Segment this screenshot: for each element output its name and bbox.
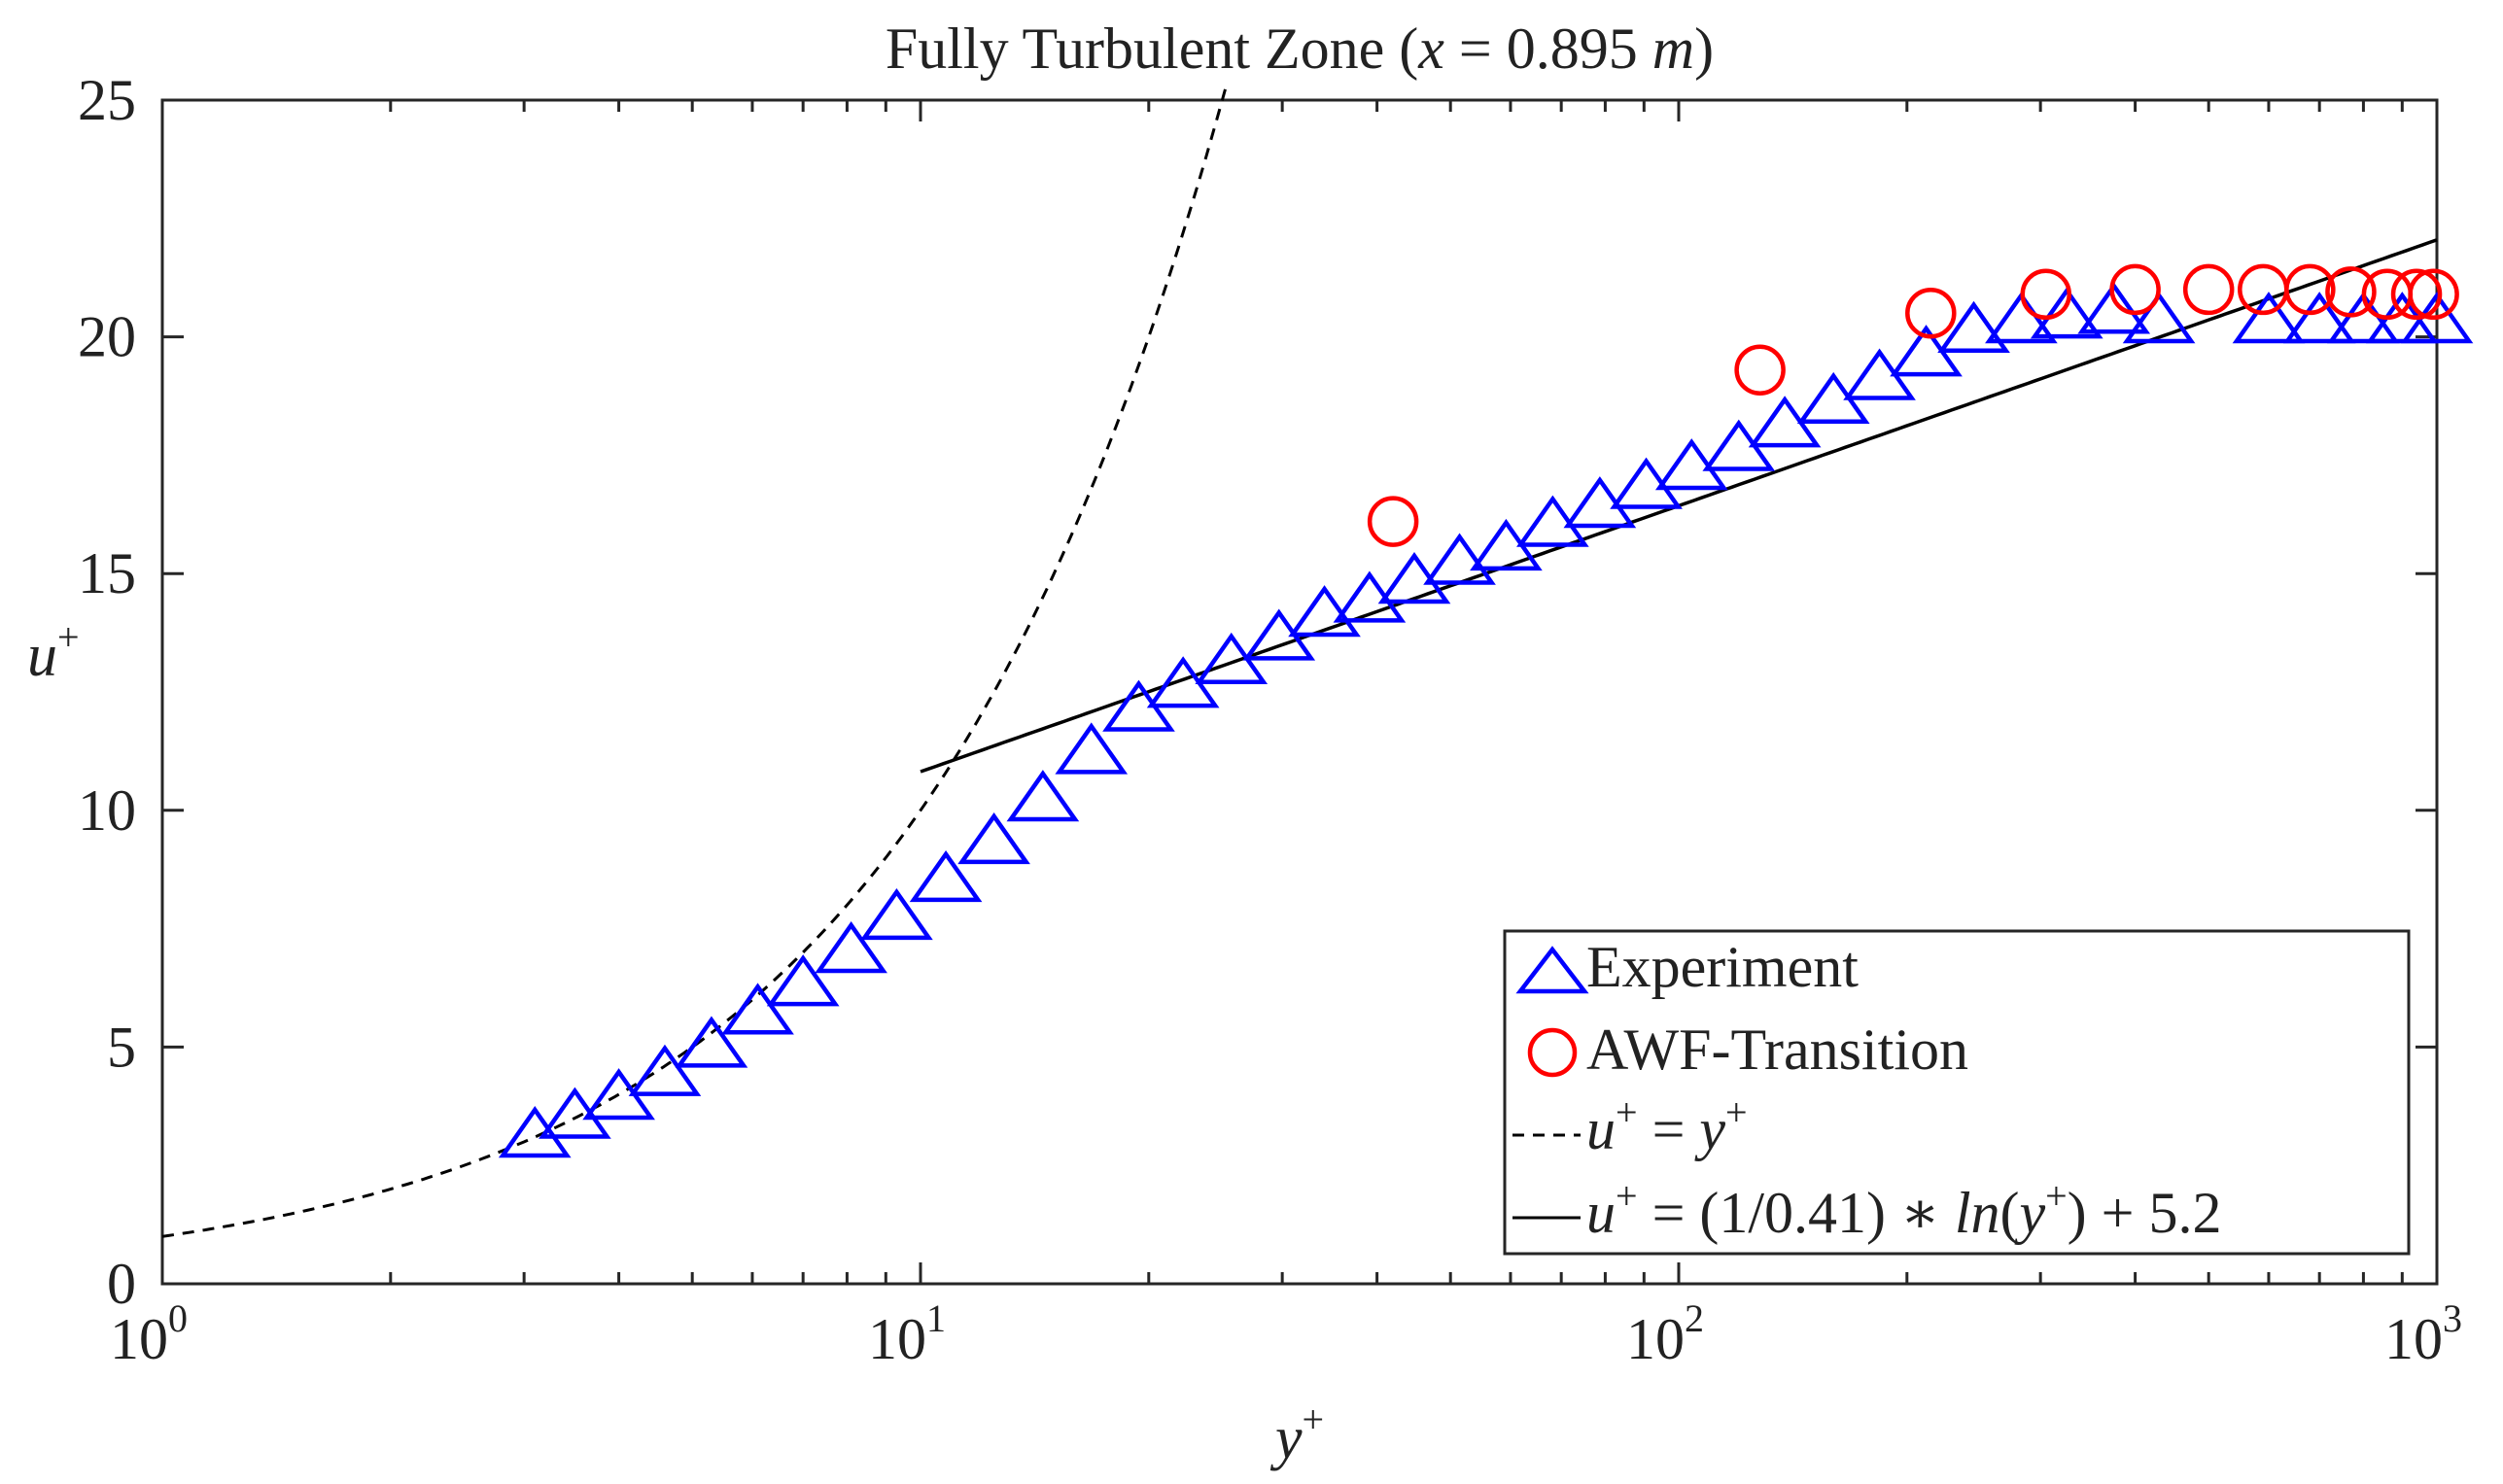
legend-experiment-label: Experiment [1586, 935, 1859, 999]
experiment-marker [957, 811, 1030, 865]
legend-loglaw-label: u+ = (1/0.41) ∗ ln(y+) + 5.2 [1586, 1174, 2222, 1245]
experiment-marker [860, 887, 933, 941]
experiment-marker [1937, 300, 2010, 353]
experiment-marker [2077, 282, 2151, 334]
experiment-marker [1006, 770, 1080, 822]
experiment-marker [1563, 476, 1637, 529]
experiment-marker [498, 1106, 572, 1158]
awf-transition-marker [2408, 268, 2459, 321]
x-tick-label: 101 [868, 1296, 946, 1371]
y-tick-label: 10 [78, 778, 136, 843]
experiment-marker [721, 983, 794, 1035]
experiment-marker [1423, 533, 1496, 585]
legend-experiment-marker [1515, 946, 1589, 994]
experiment-marker [1610, 457, 1683, 509]
x-axis-label: y+ [1269, 1398, 1324, 1471]
experiment-marker [2232, 292, 2306, 344]
experiment-marker [675, 1016, 748, 1068]
experiment-marker [1985, 292, 2058, 344]
legend: Experiment AWF-Transition u+ = y+ u+ = (… [1503, 929, 2411, 1256]
chart-title: Fully Turbulent Zone (x = 0.895 m) [886, 17, 1714, 81]
y-tick-label: 20 [78, 305, 136, 369]
y-axis-label: u+ [27, 615, 80, 689]
awf-transition-marker [2325, 266, 2377, 318]
y-tick-label: 25 [78, 68, 136, 132]
y-tick-label: 15 [78, 541, 136, 605]
experiment-marker [909, 849, 983, 903]
experiment-marker [1377, 552, 1451, 604]
experiment-marker [628, 1044, 702, 1096]
x-tick-label: 102 [1626, 1296, 1704, 1371]
experiment-marker [815, 921, 887, 974]
experiment-marker [766, 954, 840, 1007]
linear-sublayer-line [161, 81, 1230, 1238]
awf-transition-marker [2390, 268, 2443, 321]
awf-transition-marker [1905, 287, 1957, 339]
awf-transition-marker [2284, 263, 2336, 316]
data-markers [498, 263, 2474, 1158]
experiment-marker [2122, 292, 2196, 344]
legend-box [1503, 929, 2411, 1256]
experiment-marker [2030, 287, 2103, 339]
awf-transition-marker [2020, 268, 2072, 321]
legend-linear-label: u+ = y+ [1586, 1090, 1748, 1161]
x-tick-label: 103 [2384, 1296, 2462, 1371]
experiment-marker [1654, 438, 1728, 491]
experiment-marker [2282, 292, 2356, 344]
awf-transition-marker [1734, 344, 1786, 396]
plot-area-frame [160, 98, 2439, 1286]
legend-awf-label: AWF-Transition [1586, 1018, 1968, 1082]
awf-transition-marker [1367, 496, 1419, 547]
experiment-marker [1516, 495, 1589, 547]
experiment-marker [1055, 722, 1129, 775]
awf-transition-marker [2182, 263, 2235, 316]
experiment-marker [1288, 585, 1361, 638]
awf-transition-marker [2109, 263, 2161, 316]
y-tick-label: 0 [107, 1252, 136, 1316]
axis-ticks: 100 101 102 103 0 5 10 15 20 25 [78, 68, 2462, 1371]
y-tick-label: 5 [107, 1015, 136, 1079]
legend-awf-marker [1527, 1027, 1578, 1078]
experiment-marker [539, 1087, 611, 1139]
x-tick-label: 100 [110, 1296, 188, 1371]
